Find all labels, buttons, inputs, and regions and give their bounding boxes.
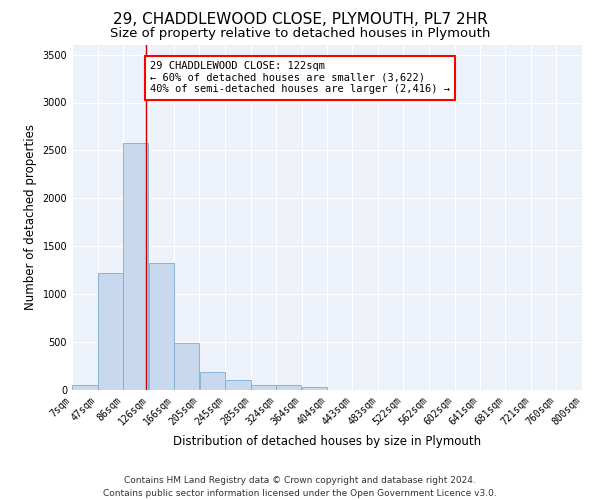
Bar xyxy=(302,386,327,390)
Bar xyxy=(251,385,276,390)
Y-axis label: Number of detached properties: Number of detached properties xyxy=(24,124,37,310)
Bar xyxy=(149,262,174,390)
Bar xyxy=(175,343,199,390)
Bar xyxy=(98,273,122,390)
Bar xyxy=(276,385,301,390)
Bar xyxy=(225,380,251,390)
Bar xyxy=(123,143,148,390)
Bar xyxy=(199,372,225,390)
Text: Size of property relative to detached houses in Plymouth: Size of property relative to detached ho… xyxy=(110,28,490,40)
X-axis label: Distribution of detached houses by size in Plymouth: Distribution of detached houses by size … xyxy=(173,435,481,448)
Text: 29 CHADDLEWOOD CLOSE: 122sqm
← 60% of detached houses are smaller (3,622)
40% of: 29 CHADDLEWOOD CLOSE: 122sqm ← 60% of de… xyxy=(150,62,450,94)
Bar xyxy=(72,385,98,390)
Text: 29, CHADDLEWOOD CLOSE, PLYMOUTH, PL7 2HR: 29, CHADDLEWOOD CLOSE, PLYMOUTH, PL7 2HR xyxy=(113,12,487,28)
Text: Contains HM Land Registry data © Crown copyright and database right 2024.
Contai: Contains HM Land Registry data © Crown c… xyxy=(103,476,497,498)
